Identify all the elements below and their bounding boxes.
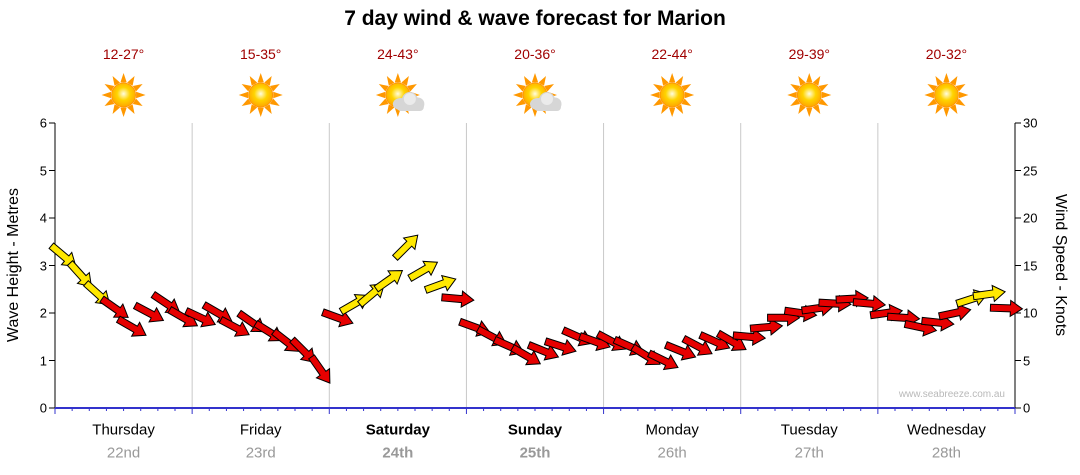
sun-icon — [787, 73, 832, 117]
wind-arrow — [749, 318, 784, 336]
wind-arrow — [732, 328, 767, 346]
page-title: 7 day wind & wave forecast for Marion — [344, 7, 726, 30]
wind-arrow — [972, 284, 1007, 303]
wind-arrow — [663, 341, 697, 361]
watermark: www.seabreeze.com.au — [898, 389, 1005, 400]
wind-arrow — [938, 303, 972, 322]
wind-arrow — [391, 234, 419, 261]
wind-arrow — [115, 315, 147, 337]
sun-cloud-icon — [375, 73, 425, 117]
wind-arrow — [543, 337, 577, 356]
wind-arrow — [218, 315, 250, 337]
sun-cloud-icon — [513, 73, 562, 117]
wind-arrow — [423, 274, 457, 294]
wind-arrow — [646, 349, 679, 371]
wind-arrow — [307, 354, 331, 384]
cloud-icon — [530, 92, 562, 111]
wind-arrow — [289, 336, 316, 363]
wind-arrow — [441, 290, 475, 308]
sun-icon — [650, 73, 695, 117]
wind-arrow — [373, 270, 404, 293]
wind-arrow — [510, 344, 542, 366]
sun-icon — [101, 73, 146, 117]
wind-arrow — [99, 295, 129, 318]
cloud-icon — [392, 92, 425, 111]
wind-arrow — [184, 307, 217, 328]
wind-arrow — [715, 329, 747, 351]
wind-arrow — [852, 294, 887, 313]
wind-arrow — [989, 299, 1024, 318]
wind-arrow — [132, 301, 165, 323]
sun-icon — [924, 73, 969, 117]
wind-arrow — [681, 334, 713, 356]
sun-icon — [238, 73, 283, 117]
wind-arrow — [407, 260, 439, 282]
